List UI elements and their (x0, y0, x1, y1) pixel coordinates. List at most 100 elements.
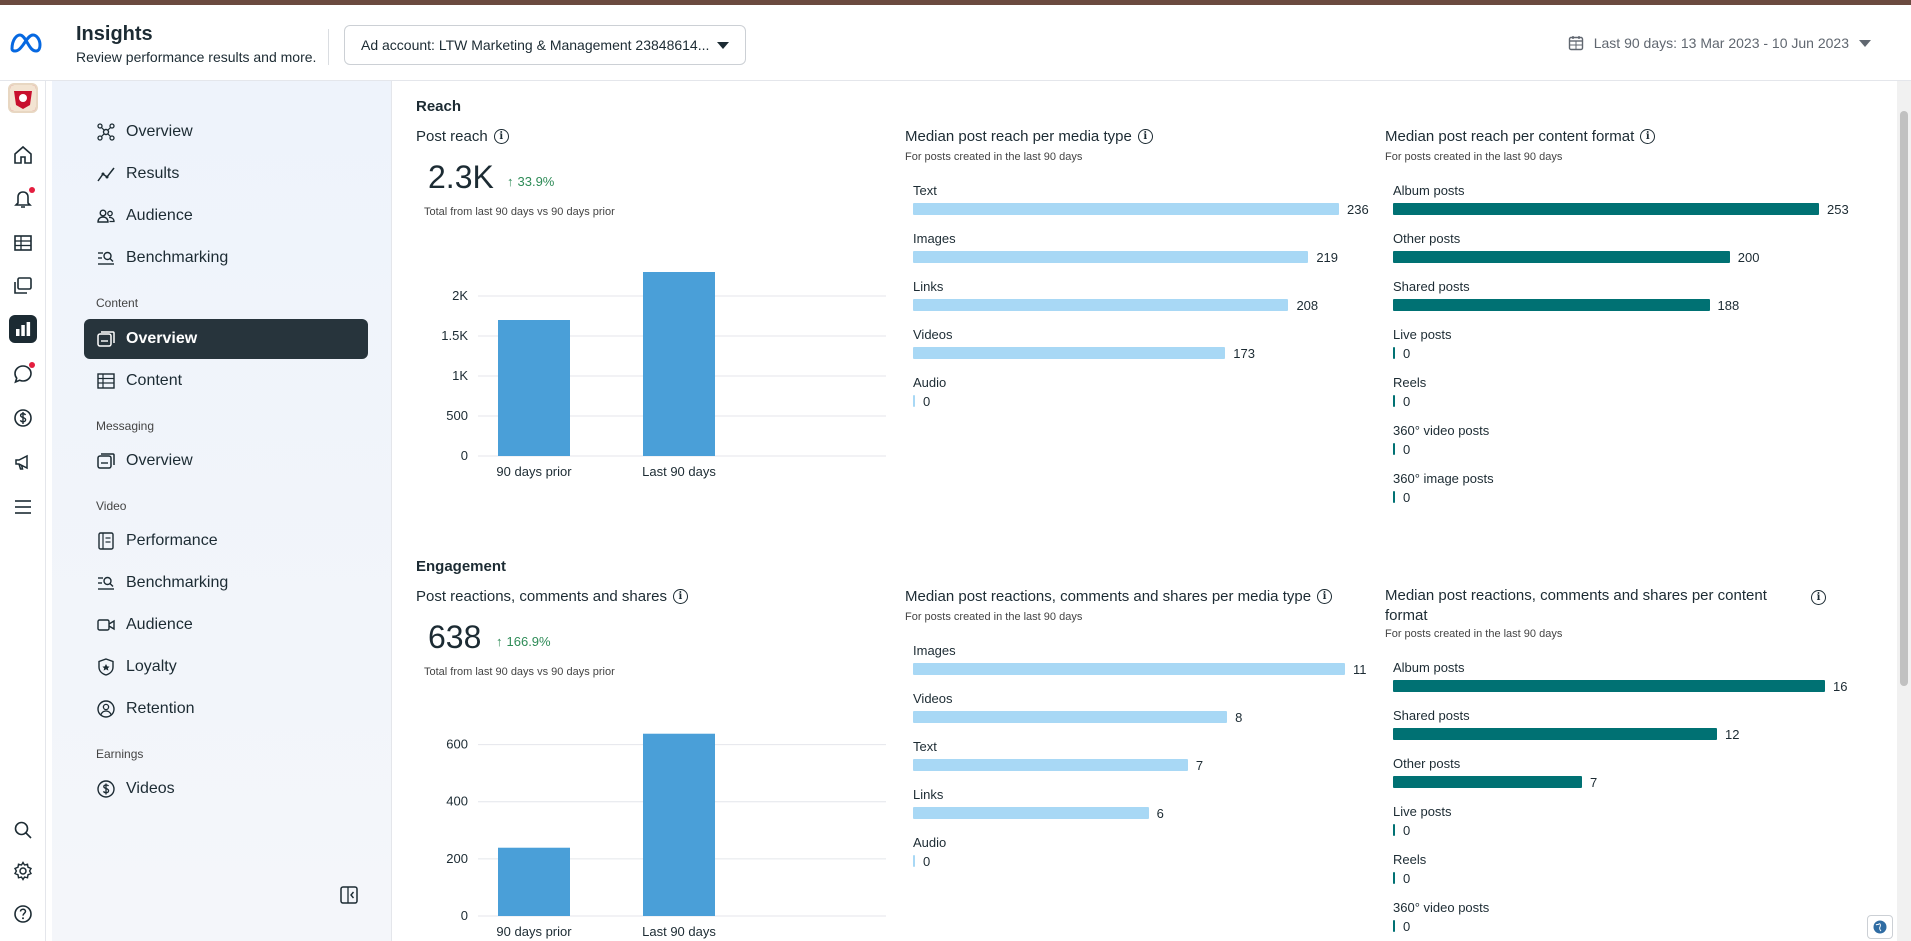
avatar[interactable] (8, 83, 38, 113)
hbar-row: 360° video posts 0 (1393, 900, 1853, 941)
y-tick-label: 1.5K (441, 328, 468, 343)
hbar-label: Text (913, 183, 937, 198)
rail-insights[interactable] (9, 315, 37, 343)
hbar-track: 11 (913, 661, 1367, 677)
hbar-fill (913, 807, 1149, 819)
nav-messaging-overview-label: Overview (126, 452, 193, 469)
nav-video-retention[interactable]: Retention (84, 689, 368, 729)
info-icon[interactable]: i (493, 129, 509, 144)
hbar-fill (913, 395, 915, 407)
nav-section-messaging: Messaging (96, 419, 155, 433)
benchmark-search-icon (98, 576, 114, 590)
nav-video-loyalty[interactable]: Loyalty (84, 647, 368, 687)
hbar-fill (913, 711, 1228, 723)
hbar-track: 188 (1393, 298, 1739, 313)
nav-section-content: Content (96, 296, 139, 310)
rail-menu[interactable] (9, 493, 37, 521)
eng-content-format-title: Median post reactions, comments and shar… (1385, 586, 1845, 626)
menu-icon (15, 500, 31, 514)
hbar-fill (913, 855, 915, 867)
hbar-label: Text (913, 739, 937, 754)
eng-content-format-subtitle: For posts created in the last 90 days (1385, 628, 1563, 640)
hbar-row: 360° video posts 0 (1393, 423, 1853, 471)
hbar-track: 253 (1393, 201, 1849, 217)
info-icon[interactable]: i (672, 589, 688, 604)
date-range-picker[interactable]: Last 90 days: 13 Mar 2023 - 10 Jun 2023 (1568, 35, 1871, 51)
eng-media-type-subtitle: For posts created in the last 90 days (905, 611, 1083, 623)
nav-content-overview[interactable]: Overview (84, 319, 368, 359)
info-icon[interactable]: i (1811, 590, 1826, 605)
hbar-label: Videos (913, 691, 953, 706)
hbar-track: 0 (913, 394, 930, 409)
table-icon (14, 235, 32, 251)
nav-video-audience-label: Audience (126, 616, 193, 633)
hbar-label: 360° video posts (1393, 423, 1490, 438)
bar (498, 847, 570, 916)
rail-table[interactable] (9, 229, 37, 257)
nav-results[interactable]: Results (84, 154, 368, 194)
page-scrollbar[interactable] (1897, 81, 1911, 941)
hbar-value: 236 (1347, 201, 1369, 217)
hbar-value: 0 (1403, 345, 1411, 361)
hbar-track: 8 (913, 710, 1242, 725)
nav-video-benchmarking[interactable]: Benchmarking (84, 563, 368, 603)
rail-home[interactable] (9, 141, 37, 169)
hbar-row: Album posts 16 (1393, 660, 1853, 708)
nav-messaging-overview[interactable]: Overview (84, 441, 368, 481)
megaphone-icon (15, 454, 28, 470)
hbar-label: Images (913, 231, 956, 246)
nav-video-retention-label: Retention (126, 700, 195, 717)
arrow-up-icon: ↑ (496, 634, 503, 649)
page-title: Insights (76, 23, 153, 45)
bar (498, 320, 570, 456)
info-icon[interactable]: i (1317, 589, 1333, 604)
collapse-sidebar-icon[interactable] (338, 884, 360, 906)
rail-ads[interactable] (9, 448, 37, 476)
rail-layers[interactable] (9, 272, 37, 300)
nav-video-loyalty-label: Loyalty (126, 658, 177, 675)
bar (643, 733, 715, 916)
nav-video-performance[interactable]: Performance (84, 521, 368, 561)
post-rcs-chart: 0 200 400 600 90 days prior Last 90 days (446, 733, 886, 939)
nav-content[interactable]: Content (84, 361, 368, 401)
home-icon (14, 145, 32, 164)
hbar-row: Reels 0 (1393, 375, 1853, 423)
dollar-icon (14, 409, 32, 427)
nav-video-audience[interactable]: Audience (84, 605, 368, 645)
hbar-label: Live posts (1393, 327, 1452, 342)
hbar-label: Album posts (1393, 660, 1465, 675)
nav-content-label: Content (126, 372, 183, 389)
scrollbar-thumb[interactable] (1900, 111, 1908, 686)
hbar-value: 11 (1353, 661, 1367, 677)
nav-benchmarking[interactable]: Benchmarking (84, 238, 368, 278)
rail-settings[interactable] (9, 857, 37, 885)
hbar-track: 0 (1393, 442, 1410, 457)
hbar-track: 7 (1393, 775, 1597, 790)
rail-search[interactable] (9, 816, 37, 844)
hbar-track: 12 (1393, 726, 1740, 742)
trend-line-icon (97, 167, 115, 182)
hbar-track: 0 (1393, 871, 1410, 886)
rail-monetization[interactable] (9, 404, 37, 432)
hbar-track: 7 (913, 757, 1204, 773)
rail-messages[interactable] (9, 360, 37, 388)
hbar-value: 7 (1195, 757, 1204, 773)
video-camera-icon (97, 619, 115, 631)
hbar-value: 253 (1827, 201, 1849, 217)
rail-help[interactable] (9, 900, 37, 928)
nav-earnings-videos[interactable]: Videos (84, 769, 368, 809)
hbar-row: Live posts 0 (1393, 804, 1853, 852)
eng-content-format-chart: Album posts 16 Shared posts 12 Other posts 7 L… (1393, 660, 1853, 941)
hbar-value: 12 (1725, 726, 1740, 742)
nav-overview[interactable]: Overview (84, 112, 368, 152)
language-globe-button[interactable] (1867, 915, 1893, 939)
nav-audience[interactable]: Audience (84, 196, 368, 236)
meta-logo-icon[interactable] (8, 33, 42, 53)
post-reach-delta: ↑ 33.9% (507, 174, 555, 189)
hbar-fill (1393, 920, 1395, 932)
info-icon[interactable]: i (1137, 129, 1153, 144)
ad-account-dropdown[interactable]: Ad account: LTW Marketing & Management 2… (344, 25, 746, 65)
hbar-value: 0 (923, 853, 931, 869)
info-icon[interactable]: i (1640, 129, 1656, 144)
rail-notifications[interactable] (9, 185, 37, 213)
